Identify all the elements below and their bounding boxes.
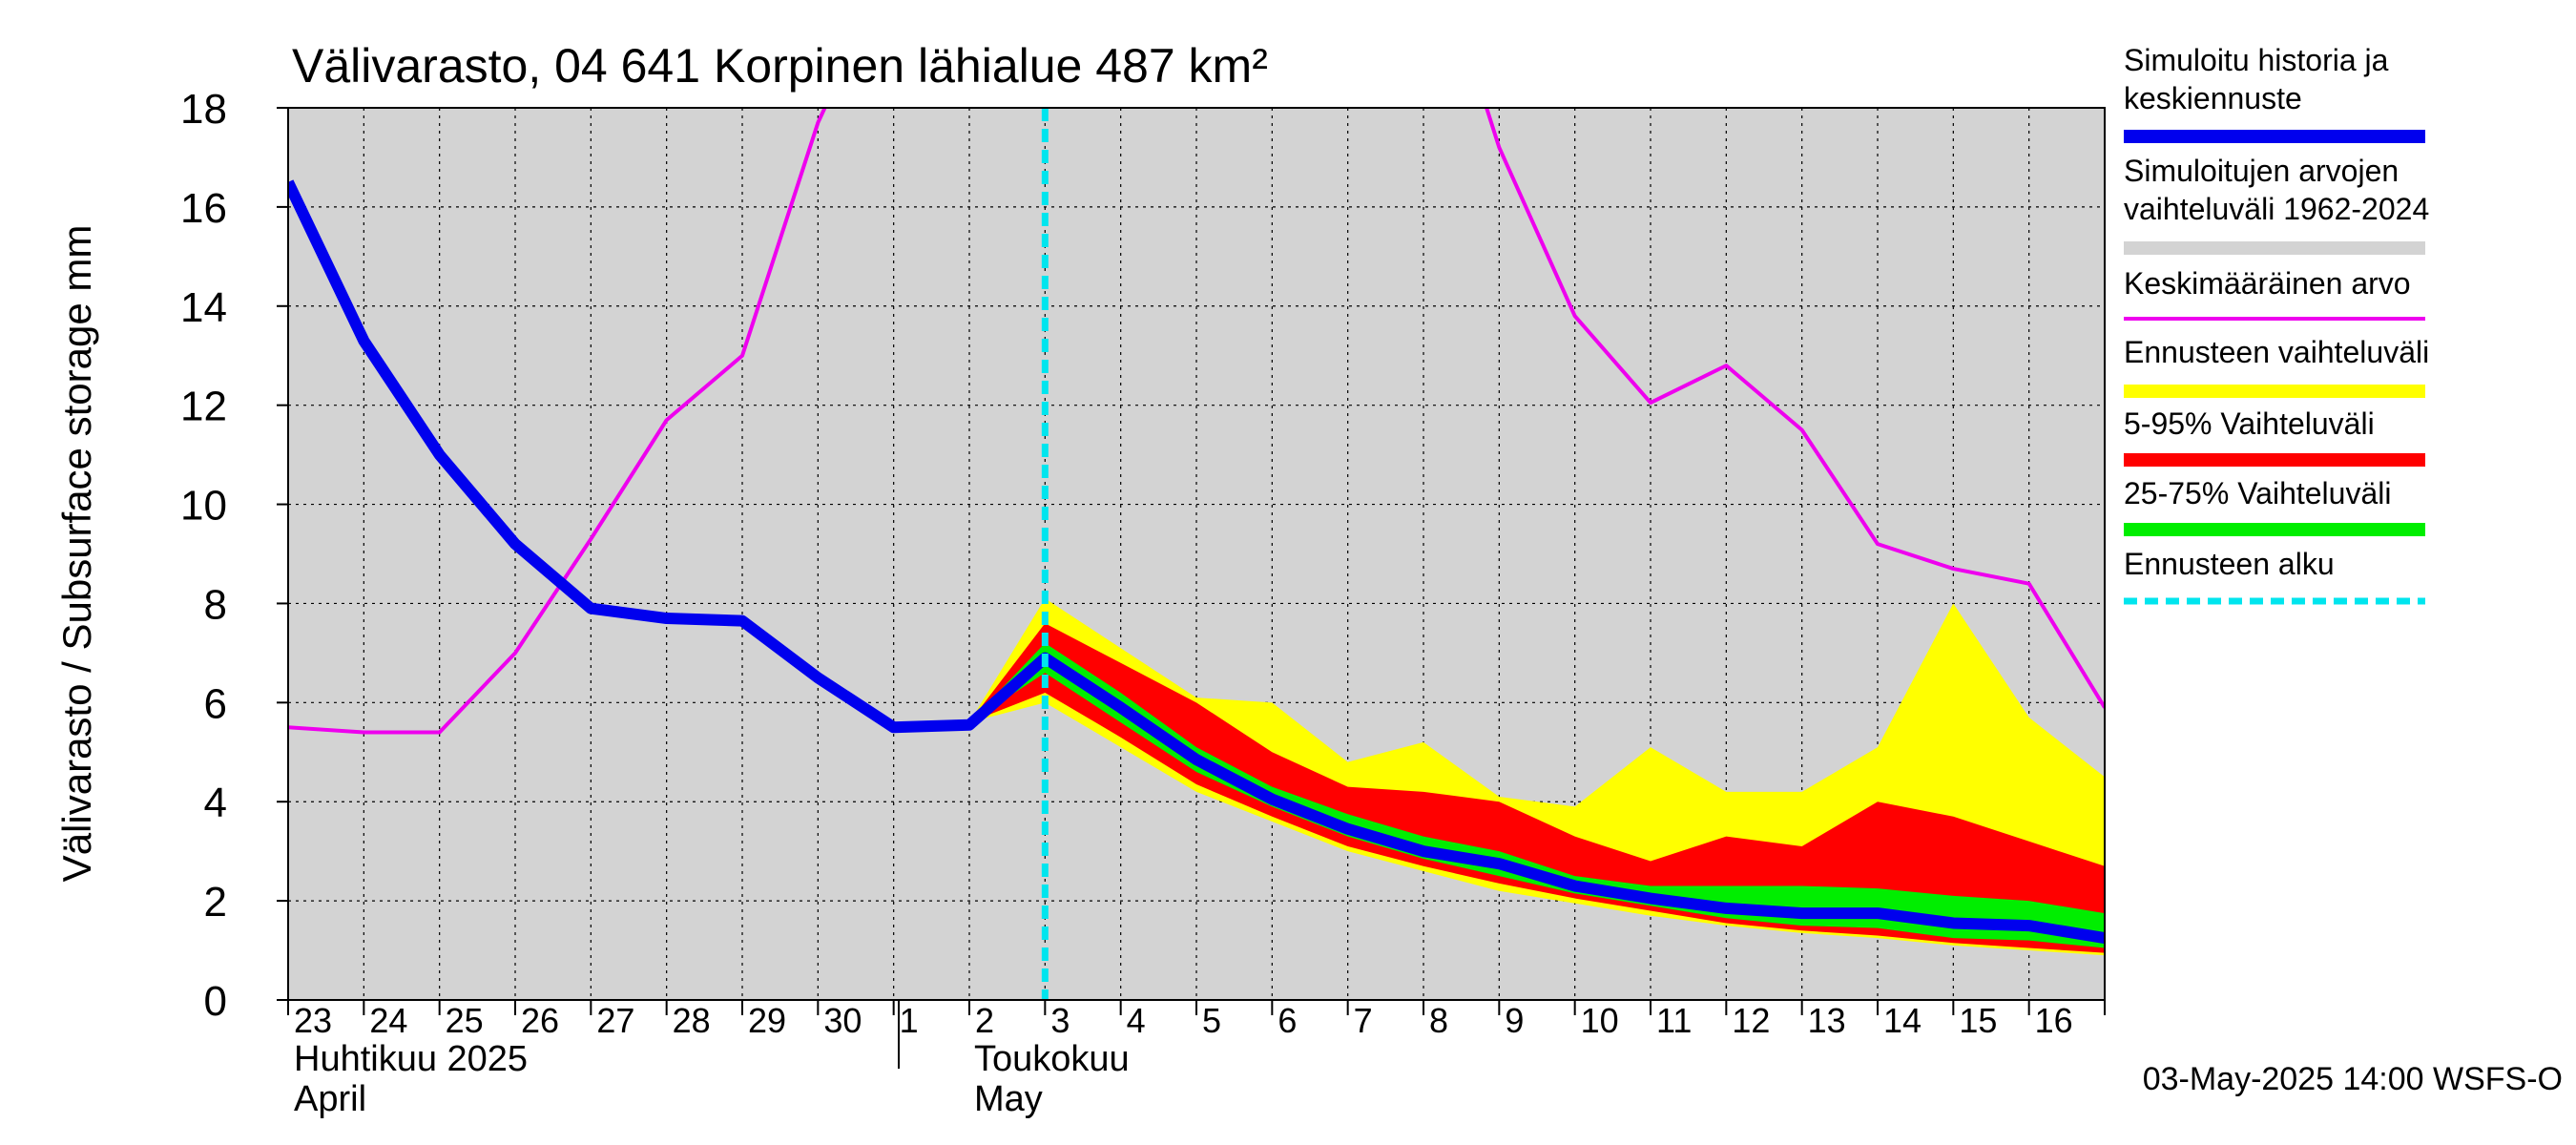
x-tick-label: 2 <box>975 1001 994 1040</box>
legend-label: keskiennuste <box>2124 81 2302 115</box>
month-label-may-fi: Toukokuu <box>974 1039 1130 1079</box>
forecast-bands <box>969 598 2105 956</box>
legend-label: 5-95% Vaihteluväli <box>2124 406 2375 441</box>
x-tick-label: 27 <box>596 1001 634 1040</box>
x-tick-label: 23 <box>294 1001 332 1040</box>
month-label-april-en: April <box>294 1079 366 1119</box>
mean-line <box>288 108 2105 735</box>
x-tick-label: 28 <box>673 1001 711 1040</box>
x-tick-label: 10 <box>1581 1001 1619 1040</box>
x-tick-label: 25 <box>446 1001 484 1040</box>
footer-timestamp: 03-May-2025 14:00 WSFS-O <box>2143 1061 2563 1097</box>
legend-label: Simuloitujen arvojen <box>2124 154 2399 188</box>
x-tick-label: 29 <box>748 1001 786 1040</box>
x-tick-label: 9 <box>1505 1001 1524 1040</box>
x-tick-label: 30 <box>823 1001 862 1040</box>
x-tick-label: 12 <box>1732 1001 1770 1040</box>
y-tick-label: 4 <box>204 780 227 826</box>
x-axis: 23 24 25 26 27 28 29 30 1 2 3 4 5 6 7 8 9 10 11 12 13 14 15 16 <box>287 1000 2106 1040</box>
legend-label: Keskimääräinen arvo <box>2124 266 2411 301</box>
x-tick-label: 5 <box>1202 1001 1221 1040</box>
month-label-april-fi: Huhtikuu 2025 <box>294 1039 528 1079</box>
y-tick-label: 12 <box>180 384 227 430</box>
y-tick-label: 8 <box>204 581 227 628</box>
legend-label: Ennusteen vaihteluväli <box>2124 335 2429 369</box>
x-tick-label: 14 <box>1883 1001 1922 1040</box>
legend-label: 25-75% Vaihteluväli <box>2124 476 2391 510</box>
x-tick-label: 1 <box>900 1001 919 1040</box>
y-axis-label: Välivarasto / Subsurface storage mm <box>54 225 99 883</box>
x-tick-label: 4 <box>1127 1001 1146 1040</box>
legend-label: Simuloitu historia ja <box>2124 43 2389 77</box>
x-tick-label: 11 <box>1656 1001 1692 1040</box>
chart-title: Välivarasto, 04 641 Korpinen lähialue 48… <box>292 39 1268 93</box>
y-axis: 0 2 4 6 8 10 12 14 16 18 <box>180 86 288 1025</box>
x-tick-label: 13 <box>1808 1001 1846 1040</box>
x-tick-label: 8 <box>1429 1001 1448 1040</box>
y-tick-label: 16 <box>180 185 227 232</box>
x-tick-label: 24 <box>369 1001 407 1040</box>
x-tick-label: 15 <box>1959 1001 1997 1040</box>
y-tick-label: 6 <box>204 680 227 727</box>
x-tick-label: 7 <box>1354 1001 1373 1040</box>
p25-75-band <box>969 643 2105 948</box>
y-tick-label: 2 <box>204 879 227 926</box>
p5-95-band <box>969 623 2105 953</box>
x-tick-label: 3 <box>1050 1001 1070 1040</box>
y-tick-label: 18 <box>180 86 227 133</box>
y-tick-label: 0 <box>204 978 227 1025</box>
y-tick-label: 14 <box>180 284 227 331</box>
history-median-line <box>288 179 2105 944</box>
legend: Simuloitu historia ja keskiennuste Simuloi… <box>2124 43 2429 605</box>
series-lines <box>288 108 2105 1000</box>
x-tick-label: 26 <box>521 1001 559 1040</box>
month-label-may-en: May <box>974 1079 1043 1119</box>
x-tick-label: 16 <box>2035 1001 2073 1040</box>
legend-label: Ennusteen alku <box>2124 547 2335 581</box>
x-tick-label: 6 <box>1278 1001 1297 1040</box>
y-tick-label: 10 <box>180 483 227 530</box>
legend-label: vaihteluväli 1962-2024 <box>2124 192 2429 226</box>
